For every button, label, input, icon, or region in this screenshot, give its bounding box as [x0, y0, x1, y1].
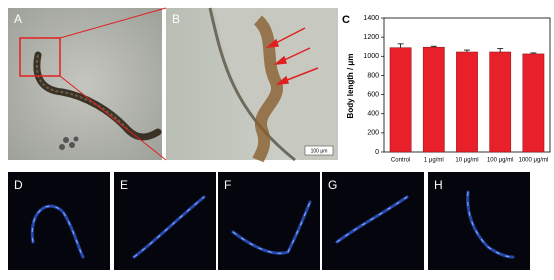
y-tick-label: 1000: [363, 53, 379, 60]
y-tick-label: 1400: [363, 15, 379, 22]
error-bar: [464, 49, 470, 52]
debris: [59, 136, 79, 150]
worm-fluorescence-core: [336, 196, 408, 243]
bar: [456, 51, 478, 153]
panel-label: B: [172, 12, 180, 26]
panel-label: D: [14, 178, 23, 192]
worm-fluorescence-core: [467, 191, 514, 258]
y-tick-label: 200: [367, 130, 379, 137]
bar: [422, 46, 445, 153]
x-tick-label: Control: [391, 158, 410, 164]
fluorescence-image: [428, 172, 530, 270]
panel-label: E: [120, 178, 128, 192]
error-bar: [497, 48, 504, 52]
x-tick-label: 10 μg/ml: [455, 158, 478, 164]
arrows: [265, 27, 319, 85]
fluorescence-image: [8, 172, 110, 270]
panel-label: A: [14, 12, 22, 26]
panel-label: H: [434, 178, 443, 192]
fluorescence-image: [114, 172, 216, 270]
fluorescence-image: [322, 172, 424, 270]
fluorescence-image: [218, 172, 320, 270]
worm-fluorescence-core: [232, 201, 311, 254]
worm-fluorescence-core: [133, 196, 205, 258]
panel-label: G: [328, 178, 337, 192]
scale-bar-label: 100 μm: [311, 148, 328, 154]
bar: [389, 47, 412, 153]
fluorescence-row: D E F G H: [8, 172, 530, 270]
x-tick-label: 100 μg/ml: [487, 158, 513, 164]
worm-fluorescence-core: [31, 205, 84, 258]
worm-detail: [35, 54, 129, 131]
zoom-line: [59, 75, 167, 161]
x-tick-label: 1 μg/ml: [424, 158, 444, 164]
cuticle: [208, 7, 296, 162]
y-axis-label: Body length / μm: [346, 54, 355, 119]
y-tick-label: 1200: [363, 34, 379, 41]
panel-label: F: [224, 178, 231, 192]
bar: [489, 51, 512, 153]
y-tick-label: 600: [367, 91, 379, 98]
zoom-line: [59, 7, 167, 39]
y-tick-label: 0: [375, 149, 379, 156]
error-bar: [530, 52, 537, 54]
scale-bar: [304, 145, 334, 156]
error-bar: [430, 45, 437, 48]
chart: C Body length / μm 0 200 400 600 800 1000 1200…: [342, 14, 551, 164]
x-tick-label: 1000 μg/ml: [518, 158, 548, 164]
zoom-box: [19, 37, 61, 77]
error-bar: [397, 43, 404, 48]
y-tick-label: 400: [367, 111, 379, 118]
y-tick-label: 800: [367, 72, 379, 79]
panel-label: C: [342, 14, 350, 26]
bar: [522, 53, 545, 153]
